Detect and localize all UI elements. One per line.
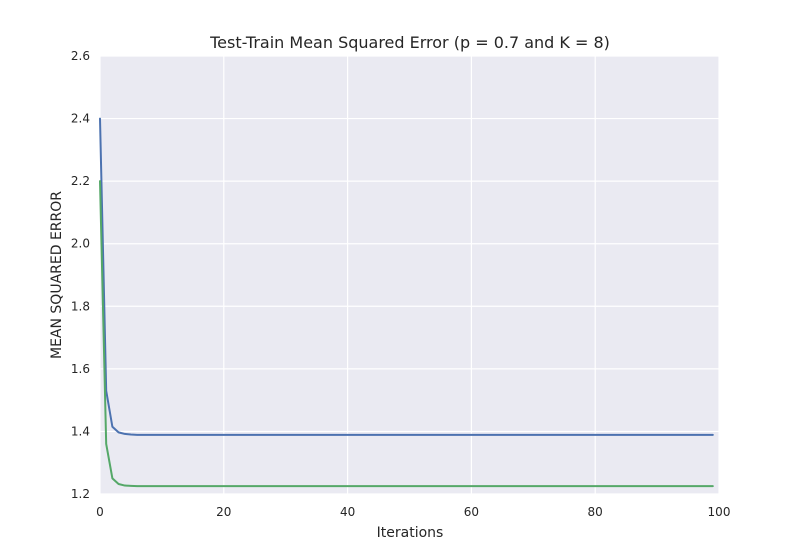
horizontal-gridlines: [100, 55, 719, 495]
plot-area: [100, 56, 719, 494]
chart-title: Test-Train Mean Squared Error (p = 0.7 a…: [209, 33, 610, 52]
y-axis-label: MEAN SQUARED ERROR: [49, 191, 65, 359]
y-tick-labels: 1.2 1.4 1.6 1.8 2.0 2.2 2.4 2.6: [71, 49, 90, 501]
y-tick-label: 1.8: [71, 299, 90, 313]
vertical-gridlines: [99, 56, 720, 494]
series-layer: [99, 117, 714, 488]
y-tick-label: 1.6: [71, 362, 90, 376]
x-axis-label: Iterations: [377, 525, 444, 541]
x-tick-label: 0: [96, 505, 104, 519]
series-line-2: [99, 180, 714, 488]
series-line-1: [99, 117, 714, 436]
y-tick-label: 2.4: [71, 112, 90, 126]
x-tick-label: 60: [464, 505, 479, 519]
x-tick-label: 40: [340, 505, 355, 519]
y-tick-label: 1.4: [71, 424, 90, 438]
y-tick-label: 2.0: [71, 237, 90, 251]
x-tick-label: 20: [216, 505, 231, 519]
x-tick-label: 100: [708, 505, 731, 519]
x-tick-label: 80: [588, 505, 603, 519]
y-tick-label: 2.6: [71, 49, 90, 63]
y-tick-label: 1.2: [71, 487, 90, 501]
y-tick-label: 2.2: [71, 174, 90, 188]
x-tick-labels: 0 20 40 60 80 100: [96, 505, 730, 519]
